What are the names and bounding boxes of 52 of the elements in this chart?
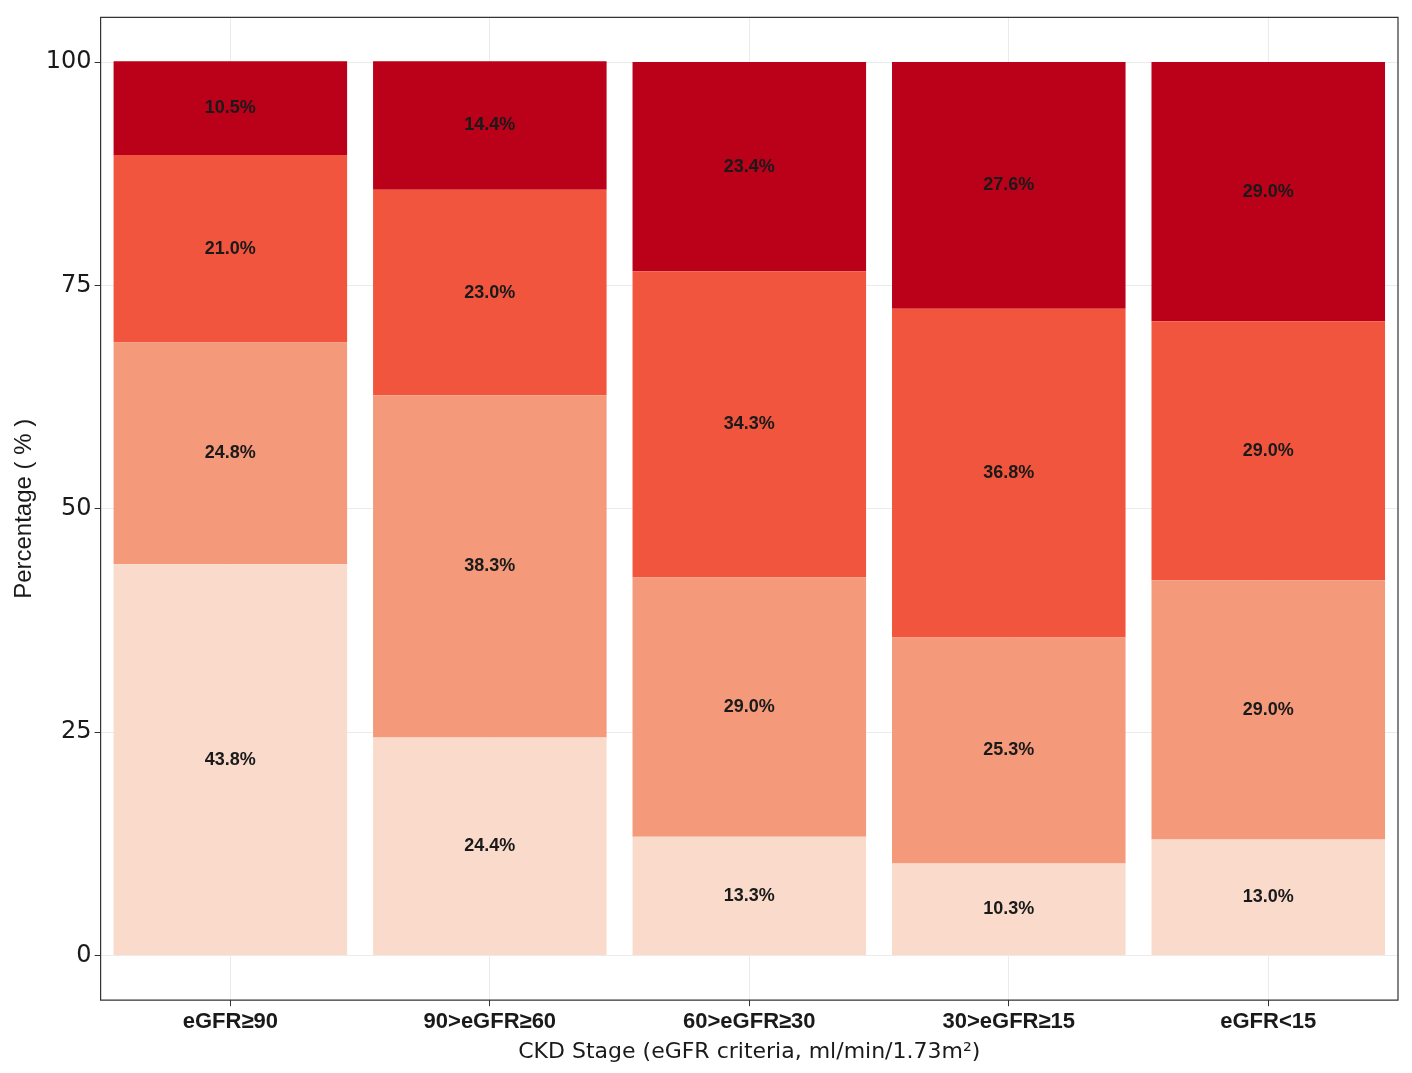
data-label: 25.3% xyxy=(983,739,1035,760)
bar xyxy=(113,564,348,956)
y-tick-label: 50 xyxy=(61,493,92,522)
bar xyxy=(1151,62,1386,322)
bar xyxy=(632,62,867,272)
x-tick-label: eGFR≥90 xyxy=(182,1008,278,1034)
x-tick-label: 90>eGFR≥60 xyxy=(423,1008,557,1034)
bar xyxy=(1151,321,1386,581)
bar xyxy=(113,154,348,343)
bar xyxy=(1151,839,1386,956)
data-label: 10.3% xyxy=(983,898,1035,919)
data-label: 13.3% xyxy=(723,884,775,905)
bar xyxy=(373,737,607,956)
bar xyxy=(373,395,607,738)
y-tick-label: 0 xyxy=(76,939,92,968)
data-label: 23.4% xyxy=(723,155,775,176)
data-label: 24.8% xyxy=(204,442,256,463)
data-label: 29.0% xyxy=(723,696,775,717)
x-tick-label: eGFR<15 xyxy=(1220,1008,1317,1034)
data-label: 24.4% xyxy=(464,835,516,856)
data-label: 36.8% xyxy=(983,462,1035,483)
data-label: 21.0% xyxy=(204,237,256,258)
data-label: 29.0% xyxy=(1242,439,1294,460)
y-tick-label: 75 xyxy=(61,269,92,298)
bar xyxy=(113,61,348,155)
bar xyxy=(892,637,1126,864)
bar xyxy=(892,62,1126,309)
data-label: 23.0% xyxy=(464,281,516,302)
bar xyxy=(113,342,348,565)
data-label: 14.4% xyxy=(464,114,516,135)
x-tick-label: 60>eGFR≥30 xyxy=(683,1008,816,1034)
data-label: 27.6% xyxy=(983,174,1035,195)
bar xyxy=(373,61,607,190)
data-label: 29.0% xyxy=(1242,180,1294,201)
data-label: 43.8% xyxy=(204,748,256,769)
y-tick-label: 25 xyxy=(61,716,92,745)
bar xyxy=(632,271,867,578)
bar xyxy=(373,189,607,396)
data-label: 10.5% xyxy=(204,97,256,118)
x-axis-title: CKD Stage (eGFR criteria, ml/min/1.73m²) xyxy=(518,1037,981,1063)
data-label: 38.3% xyxy=(464,555,516,576)
bar xyxy=(892,863,1126,956)
data-label: 29.0% xyxy=(1242,698,1294,719)
y-tick-label: 100 xyxy=(45,46,92,75)
data-label: 13.0% xyxy=(1242,886,1294,907)
x-tick-label: 30>eGFR≥15 xyxy=(942,1008,1076,1034)
bar xyxy=(632,577,867,837)
bar xyxy=(632,836,867,956)
bar xyxy=(892,308,1126,638)
data-label: 34.3% xyxy=(723,413,775,434)
bar xyxy=(1151,580,1386,840)
y-axis-title: Percentage ( % ) xyxy=(9,418,37,599)
